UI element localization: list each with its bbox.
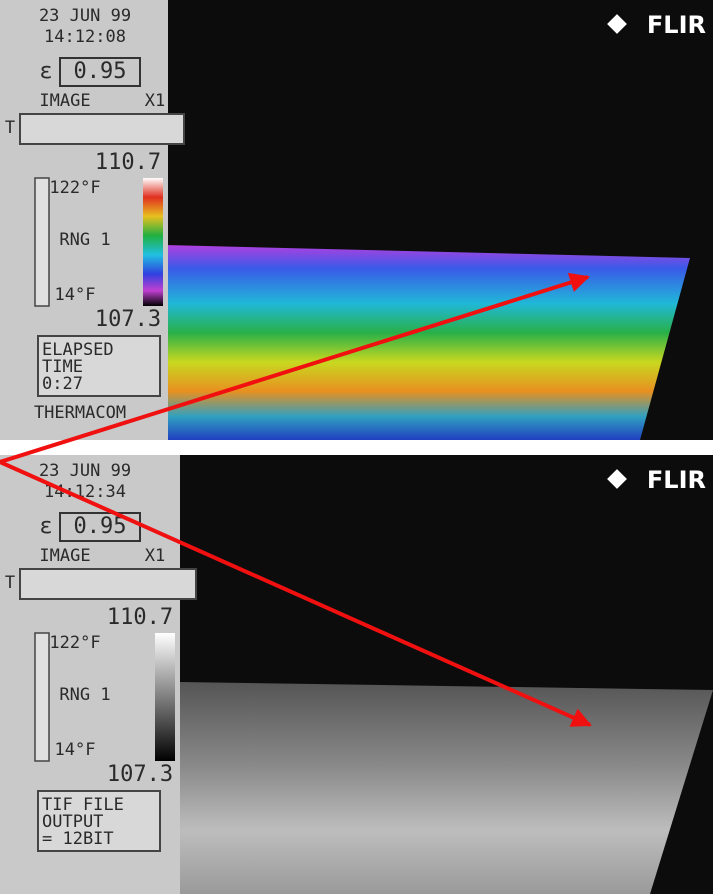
emissivity-symbol: ε bbox=[39, 514, 52, 539]
bottom-reading: 107.3 bbox=[95, 307, 161, 332]
info-line: = 12BIT bbox=[42, 829, 114, 849]
range-high: 122°F bbox=[49, 178, 100, 198]
range: RNG 1 bbox=[59, 230, 110, 250]
info-line: TIME bbox=[42, 357, 83, 377]
top-reading: 110.7 bbox=[107, 605, 173, 630]
zoom: X1 bbox=[145, 546, 165, 566]
thermal-image bbox=[165, 245, 690, 440]
date: 23 JUN 99 bbox=[39, 6, 131, 26]
t-label: T bbox=[5, 118, 15, 138]
grayscale-image bbox=[180, 682, 713, 894]
range-low: 14°F bbox=[55, 740, 96, 760]
arrow bbox=[0, 460, 592, 727]
zoom: X1 bbox=[145, 91, 165, 111]
mode: IMAGE bbox=[39, 91, 90, 111]
footer: THERMACOM bbox=[34, 403, 126, 423]
emissivity-box bbox=[59, 512, 141, 542]
range: RNG 1 bbox=[59, 685, 110, 705]
bottom-reading: 107.3 bbox=[107, 762, 173, 787]
info-line: OUTPUT bbox=[42, 812, 103, 832]
logo: FLIR bbox=[647, 466, 706, 494]
range-low: 14°F bbox=[55, 285, 96, 305]
range-bracket bbox=[34, 632, 50, 762]
t-box bbox=[19, 568, 197, 600]
t-box bbox=[19, 113, 185, 145]
logo-mark bbox=[607, 469, 627, 489]
info-box bbox=[37, 790, 161, 852]
top-reading: 110.7 bbox=[95, 150, 161, 175]
arrow bbox=[0, 272, 590, 464]
info-box bbox=[37, 335, 161, 397]
logo: FLIR bbox=[647, 11, 706, 39]
t-label: T bbox=[5, 573, 15, 593]
range-high: 122°F bbox=[49, 633, 100, 653]
time: 14:12:08 bbox=[44, 27, 126, 47]
info-line: ELAPSED bbox=[42, 340, 114, 360]
info-line: TIF FILE bbox=[42, 795, 124, 815]
emissivity: 0.95 bbox=[74, 514, 127, 539]
date: 23 JUN 99 bbox=[39, 461, 131, 481]
range-bracket bbox=[34, 177, 50, 307]
emissivity-symbol: ε bbox=[39, 59, 52, 84]
emissivity-box bbox=[59, 57, 141, 87]
emissivity: 0.95 bbox=[74, 59, 127, 84]
mode: IMAGE bbox=[39, 546, 90, 566]
color-scale bbox=[155, 633, 175, 761]
color-scale bbox=[143, 178, 163, 306]
time: 14:12:34 bbox=[44, 482, 126, 502]
info-line: 0:27 bbox=[42, 374, 83, 394]
